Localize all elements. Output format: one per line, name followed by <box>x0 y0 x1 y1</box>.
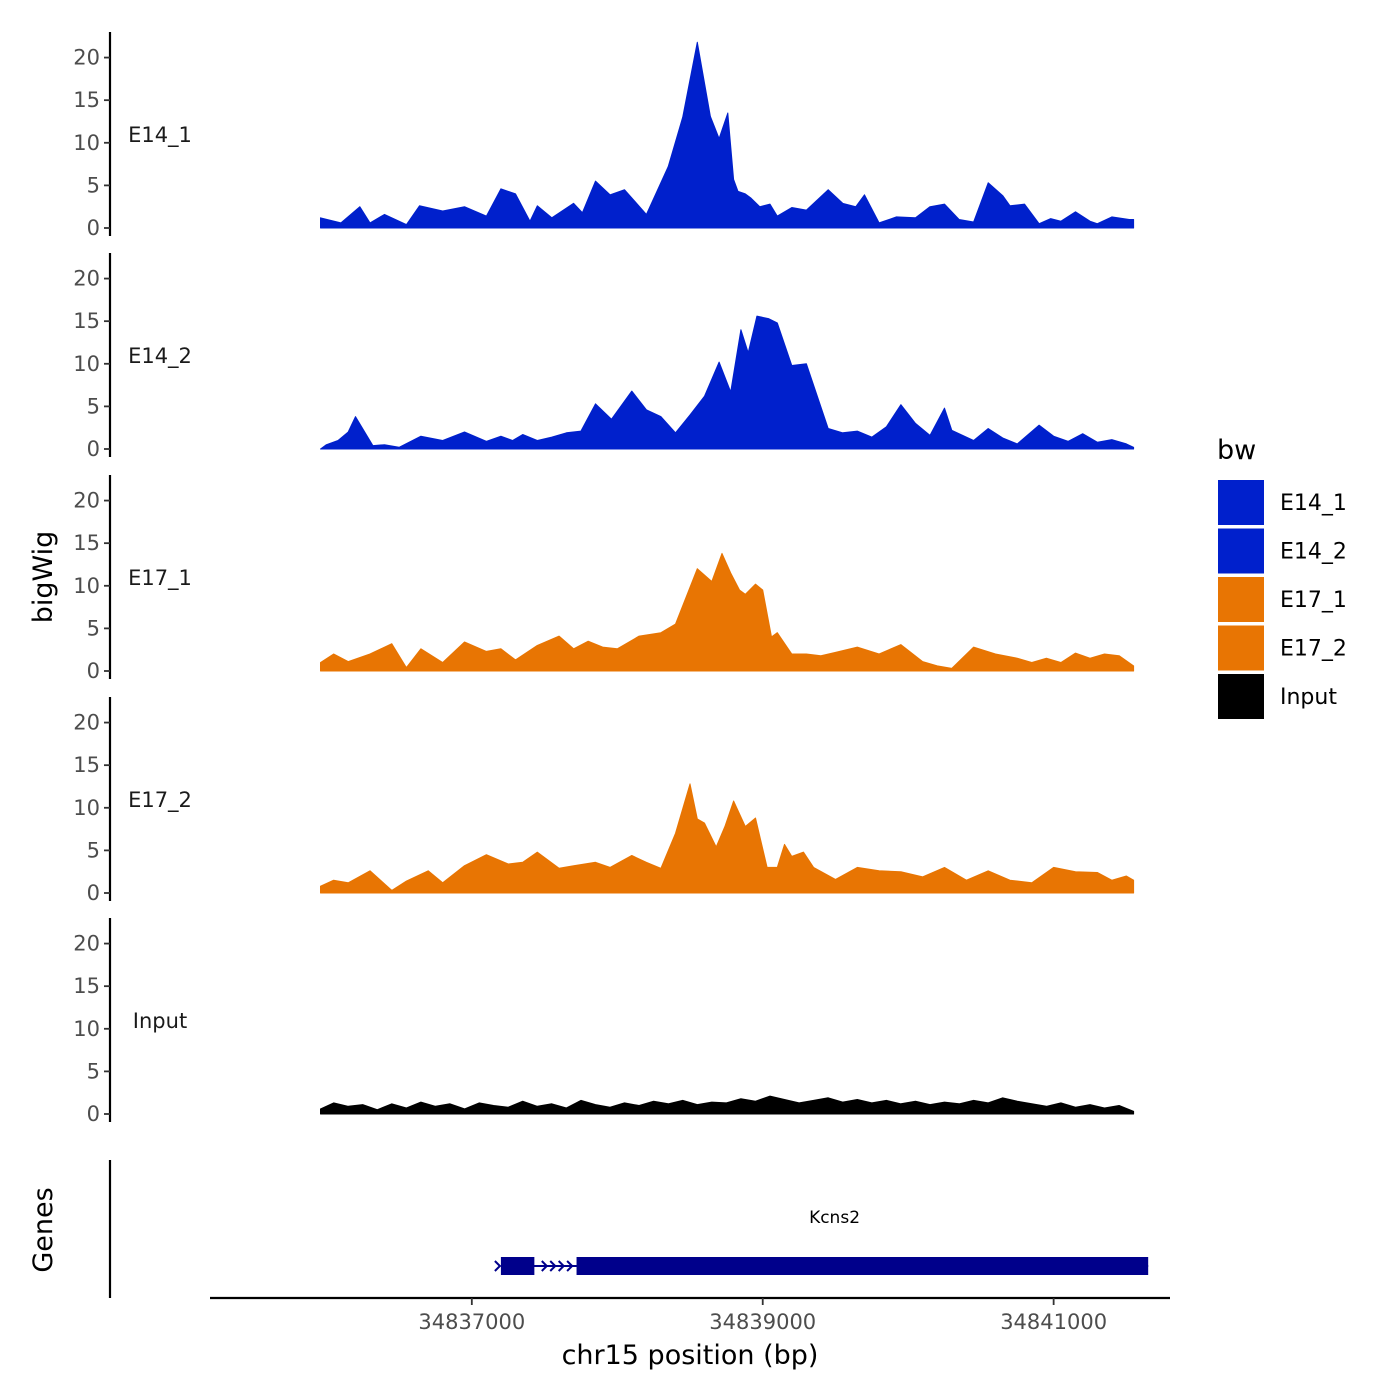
track-label: E17_2 <box>128 788 192 813</box>
legend-entry-e17-2: E17_2 <box>1218 625 1347 671</box>
legend-swatch <box>1218 674 1264 719</box>
legend-label: E14_1 <box>1280 491 1347 516</box>
x-axis-title: chr15 position (bp) <box>562 1340 819 1371</box>
strand-arrow <box>494 1260 502 1272</box>
y-tick-label: 5 <box>87 173 100 197</box>
y-tick-label: 5 <box>87 616 100 640</box>
y-tick-label: 20 <box>73 932 100 956</box>
strand-arrow <box>541 1260 549 1272</box>
track-panel-e17-1: 0 5 10 15 20 E17_1 <box>73 475 1135 683</box>
legend-swatch <box>1218 528 1264 574</box>
legend-entry-e17-1: E17_1 <box>1218 577 1347 622</box>
x-axis: 34837000 34839000 34841000 <box>210 1296 1170 1334</box>
legend-entry-input: Input <box>1218 674 1337 719</box>
track-label: E17_1 <box>128 566 192 591</box>
track-area-e17-1 <box>320 552 1135 672</box>
legend-swatch <box>1218 625 1264 671</box>
track-area-input <box>320 1095 1135 1115</box>
y-tick-label: 5 <box>87 838 100 862</box>
y-tick-label: 5 <box>87 1059 100 1083</box>
track-panel-e14-1: 0 5 10 15 20 E14_1 <box>73 32 1135 240</box>
gene-exon <box>576 1257 1149 1275</box>
track-label: Input <box>133 1009 187 1033</box>
y-tick-label: 0 <box>87 1102 100 1126</box>
genes-track-title: Genes <box>28 1187 59 1272</box>
strand-arrow <box>566 1260 574 1272</box>
strand-arrow <box>549 1260 557 1272</box>
y-tick-label: 10 <box>73 1017 100 1041</box>
y-tick-label: 0 <box>87 437 100 461</box>
track-area-e14-2 <box>320 315 1135 450</box>
track-area-e14-1 <box>320 41 1135 229</box>
legend-entry-e14-1: E14_1 <box>1218 480 1347 525</box>
track-panel-input: 0 5 10 15 20 Input <box>73 918 1135 1126</box>
gene-label: Kcns2 <box>809 1208 860 1228</box>
legend-label: Input <box>1280 685 1337 710</box>
y-tick-label: 15 <box>73 309 100 333</box>
track-area-e17-2 <box>320 783 1135 894</box>
y-tick-label: 15 <box>73 753 100 777</box>
y-tick-label: 15 <box>73 88 100 112</box>
y-axis-title: bigWig <box>28 531 59 624</box>
y-tick-label: 10 <box>73 352 100 376</box>
legend-label: E17_1 <box>1280 588 1347 613</box>
y-tick-label: 20 <box>73 489 100 513</box>
y-tick-label: 20 <box>73 267 100 291</box>
legend-swatch <box>1218 577 1264 622</box>
y-tick-label: 0 <box>87 881 100 905</box>
gene-kcns2: Kcns2 <box>494 1208 1149 1275</box>
legend: bw E14_1 E14_2 E17_1 E17_2 Input <box>1217 435 1347 719</box>
y-tick-label: 10 <box>73 796 100 820</box>
y-tick-label: 20 <box>73 711 100 735</box>
y-tick-label: 0 <box>87 216 100 240</box>
legend-swatch <box>1218 480 1264 525</box>
tracks-layer: 05101520E14_105101520E14_205101520E17_10… <box>73 32 1135 1126</box>
gene-exon <box>500 1257 535 1275</box>
legend-title: bw <box>1217 435 1256 466</box>
legend-label: E14_2 <box>1280 540 1347 565</box>
track-label: E14_2 <box>128 344 192 369</box>
y-tick-label: 5 <box>87 394 100 418</box>
x-tick-label: 34839000 <box>709 1310 816 1334</box>
y-tick-label: 15 <box>73 974 100 998</box>
track-label: E14_1 <box>128 123 192 148</box>
legend-entry-e14-2: E14_2 <box>1218 528 1347 574</box>
x-tick-label: 34837000 <box>418 1310 525 1334</box>
track-panel-e17-2: 0 5 10 15 20 E17_2 <box>73 697 1135 905</box>
y-tick-label: 15 <box>73 531 100 555</box>
y-tick-label: 10 <box>73 574 100 598</box>
legend-label: E17_2 <box>1280 637 1347 662</box>
y-tick-label: 10 <box>73 131 100 155</box>
x-tick-label: 34841000 <box>1000 1310 1107 1334</box>
y-tick-label: 0 <box>87 659 100 683</box>
y-tick-label: 20 <box>73 46 100 70</box>
strand-arrow <box>557 1260 566 1272</box>
track-panel-e14-2: 0 5 10 15 20 E14_2 <box>73 253 1135 461</box>
genes-layer: Kcns2 <box>108 1160 1149 1298</box>
